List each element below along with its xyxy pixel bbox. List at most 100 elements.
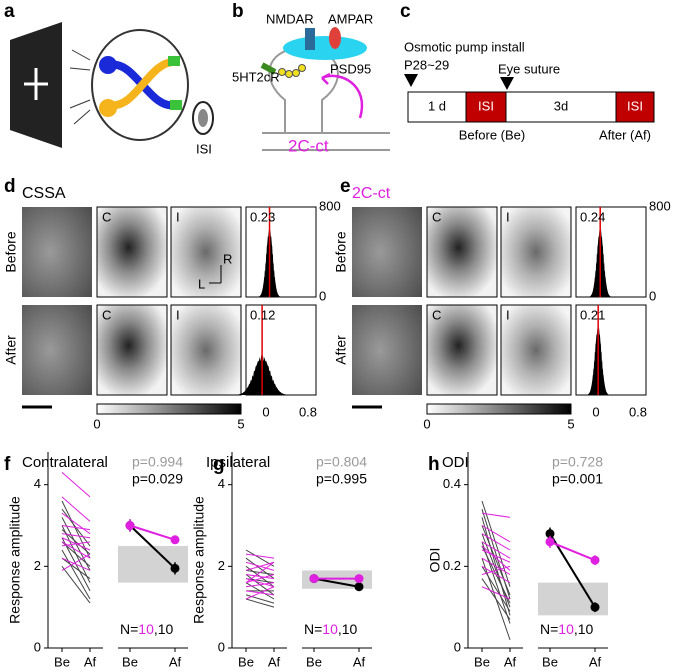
- after-label: After (Af): [599, 127, 651, 142]
- hist-y-tick: 0: [319, 288, 326, 303]
- mean-point: [170, 535, 180, 545]
- y-tick-label: 4: [218, 476, 225, 491]
- odi-label: 0.23: [250, 209, 275, 224]
- subject-line: [61, 541, 91, 567]
- group-title: 2C-ct: [352, 185, 391, 202]
- subject-line: [481, 549, 511, 563]
- y-tick-label: 0: [34, 639, 41, 654]
- mean-point: [590, 555, 600, 565]
- map-label: C: [432, 307, 441, 322]
- chart-title: ODI: [442, 454, 469, 471]
- p-value: p=0.994: [132, 454, 183, 470]
- response-map: [426, 304, 498, 396]
- axis-l-label: L: [198, 276, 205, 291]
- row-label: Before: [3, 231, 19, 272]
- nmdar-label: NMDAR: [266, 11, 314, 26]
- raw-image: [22, 207, 92, 297]
- histogram-frame: [575, 206, 647, 298]
- mean-point: [590, 602, 600, 612]
- map-label: I: [506, 307, 510, 322]
- control-band: [302, 570, 372, 589]
- x-tick-label: Af: [169, 654, 182, 669]
- y-tick-label: 2: [218, 558, 225, 573]
- subject-line: [61, 566, 91, 604]
- ampar-label: AMPAR: [328, 11, 373, 26]
- colorbar: [96, 403, 242, 415]
- subject-line: [245, 578, 275, 588]
- subject-line: [61, 557, 91, 571]
- response-map: [426, 206, 498, 298]
- x-tick-label: Be: [542, 654, 558, 669]
- y-tick-label: 0.4: [443, 476, 461, 491]
- x-tick-label: Af: [353, 654, 366, 669]
- colorbar: [426, 403, 572, 415]
- response-map: [170, 304, 242, 396]
- odi-label: 0.21: [580, 307, 605, 322]
- timeline: [407, 91, 655, 123]
- panel-letter: d: [4, 176, 16, 197]
- hist-x-tick: 0: [262, 404, 269, 419]
- y-tick-label: 0.2: [443, 558, 461, 573]
- n-label-part: N=: [540, 621, 558, 637]
- colorbar-tick: 0: [423, 416, 430, 431]
- subject-line: [245, 557, 275, 579]
- p-value: p=0.728: [552, 454, 603, 470]
- colorbar-tick: 5: [567, 416, 574, 431]
- mouse-diagram: [10, 22, 214, 148]
- subject-line: [481, 533, 511, 551]
- subject-line: [481, 586, 511, 600]
- mean-line: [129, 524, 176, 570]
- mean-line: [129, 524, 176, 541]
- p-value: p=0.804: [316, 454, 367, 470]
- mean-point: [309, 574, 319, 584]
- panel-letter: g: [213, 454, 225, 475]
- subject-line: [61, 541, 91, 559]
- subject-line: [61, 557, 91, 579]
- subject-line: [245, 598, 275, 608]
- segment-label: ISI: [627, 98, 643, 113]
- hist-y-tick: 800: [319, 198, 341, 213]
- map-label: C: [102, 209, 111, 224]
- row-label: After: [333, 335, 349, 365]
- mean-point: [125, 521, 135, 530]
- subject-line: [245, 586, 275, 600]
- mean-point: [354, 574, 364, 584]
- x-tick-label: Be: [306, 654, 322, 669]
- y-axis-label: ODI: [427, 548, 443, 573]
- mean-point: [354, 582, 364, 592]
- hist-y-tick: 800: [649, 198, 671, 213]
- segment-label: 3d: [554, 98, 568, 113]
- subject-line: [481, 565, 511, 584]
- panel-letter: a: [4, 1, 15, 22]
- subject-line: [481, 578, 511, 620]
- n-label-part: ,10: [574, 621, 594, 637]
- group-title: CSSA: [22, 185, 66, 202]
- response-map: [500, 304, 572, 396]
- odi-label: 0.12: [250, 307, 275, 322]
- subject-line: [245, 561, 275, 571]
- n-label-part: ,10: [338, 621, 358, 637]
- n-label-part: ,10: [154, 621, 174, 637]
- subject-line: [245, 582, 275, 588]
- before-label: Before (Be): [459, 127, 525, 142]
- hist-y-tick: 0: [649, 288, 656, 303]
- row-label: After: [3, 335, 19, 365]
- subject-line: [481, 541, 511, 559]
- subject-line: [481, 557, 511, 575]
- subject-line: [481, 545, 511, 571]
- n-label-part: 10: [138, 621, 154, 637]
- axis-r-label: R: [223, 251, 232, 266]
- y-tick-label: 4: [34, 476, 41, 491]
- map-label: I: [176, 307, 180, 322]
- x-tick-label: Af: [268, 654, 281, 669]
- subject-line: [61, 525, 91, 531]
- raw-image: [352, 305, 422, 395]
- map-label: C: [432, 209, 441, 224]
- subject-line: [245, 594, 275, 604]
- x-tick-label: Af: [84, 654, 97, 669]
- synapse-diagram: [260, 27, 390, 151]
- row-label: Before: [333, 231, 349, 272]
- subject-line: [245, 553, 275, 559]
- p-value: p=0.001: [552, 471, 603, 487]
- subject-line: [481, 565, 511, 575]
